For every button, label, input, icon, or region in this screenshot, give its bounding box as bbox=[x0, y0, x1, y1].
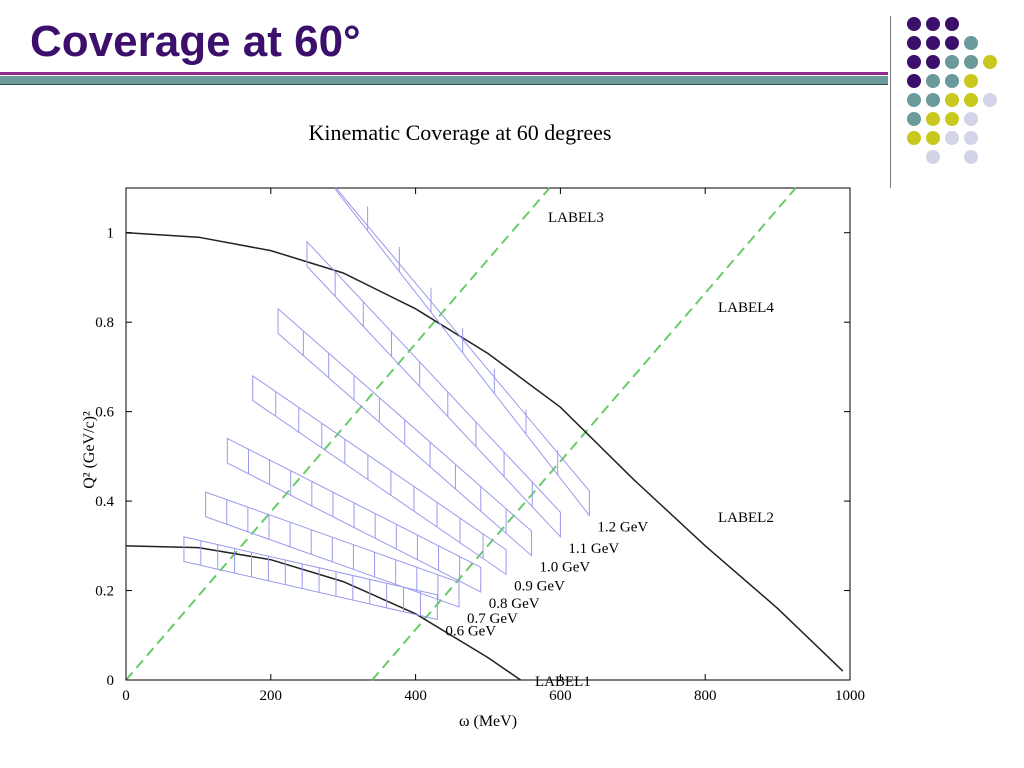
decorative-dot bbox=[926, 93, 940, 107]
decorative-dot bbox=[945, 74, 959, 88]
decorative-dot-grid bbox=[907, 17, 997, 164]
energy-band bbox=[277, 307, 532, 557]
curve-label: LABEL2 bbox=[718, 510, 774, 526]
energy-band-label: 0.8 GeV bbox=[489, 596, 540, 612]
energy-band-label: 1.1 GeV bbox=[568, 541, 619, 557]
decorative-dot bbox=[926, 74, 940, 88]
energy-band bbox=[183, 536, 438, 621]
y-tick-label: 0 bbox=[107, 673, 115, 689]
tick-layer: 0 200 400 600 800 1000 0 0.2 0.4 0.6 0.8 1 bbox=[95, 188, 865, 704]
decorative-dot bbox=[964, 36, 978, 50]
energy-band bbox=[335, 186, 590, 517]
box-layer bbox=[183, 186, 590, 621]
vertical-divider bbox=[890, 16, 891, 188]
decorative-dot bbox=[907, 131, 921, 145]
energy-band-label: 0.7 GeV bbox=[467, 611, 518, 627]
decorative-dot bbox=[983, 55, 997, 69]
x-axis-label: ω (MeV) bbox=[459, 713, 517, 730]
y-tick-label: 1 bbox=[107, 226, 115, 242]
x-tick-label: 400 bbox=[404, 688, 427, 704]
decorative-dot bbox=[926, 112, 940, 126]
title-rule-magenta bbox=[0, 72, 888, 75]
decorative-dot bbox=[907, 93, 921, 107]
decorative-dot bbox=[945, 55, 959, 69]
decorative-dot bbox=[926, 55, 940, 69]
x-tick-label: 1000 bbox=[835, 688, 865, 704]
x-tick-label: 200 bbox=[260, 688, 283, 704]
decorative-dot bbox=[964, 150, 978, 164]
decorative-dot bbox=[907, 74, 921, 88]
title-rule-teal bbox=[0, 76, 888, 85]
curve-label: LABEL4 bbox=[718, 300, 774, 316]
decorative-dot bbox=[945, 36, 959, 50]
slide-title: Coverage at 60° bbox=[30, 17, 361, 66]
curve-label: LABEL3 bbox=[548, 210, 604, 226]
y-tick-label: 0.2 bbox=[95, 584, 114, 600]
energy-band-label: 0.6 GeV bbox=[445, 623, 496, 639]
kinematic-limit-line bbox=[371, 187, 797, 681]
decorative-dot bbox=[964, 74, 978, 88]
x-tick-label: 600 bbox=[549, 688, 572, 704]
y-tick-label: 0.4 bbox=[95, 494, 114, 510]
decorative-dot bbox=[945, 93, 959, 107]
decorative-dot bbox=[926, 150, 940, 164]
decorative-dot bbox=[907, 55, 921, 69]
y-tick-label: 0.8 bbox=[95, 315, 114, 331]
plot-frame bbox=[125, 187, 851, 681]
decorative-dot bbox=[907, 36, 921, 50]
energy-band bbox=[252, 374, 507, 576]
decorative-dot bbox=[945, 112, 959, 126]
decorative-dot bbox=[907, 112, 921, 126]
decorative-dot bbox=[964, 112, 978, 126]
decorative-dot bbox=[945, 131, 959, 145]
energy-band bbox=[306, 240, 561, 539]
coverage-curve bbox=[125, 231, 844, 672]
decorative-dot bbox=[964, 55, 978, 69]
decorative-dot bbox=[926, 17, 940, 31]
energy-band-label: 0.9 GeV bbox=[514, 578, 565, 594]
decorative-dot bbox=[926, 131, 940, 145]
x-tick-label: 800 bbox=[694, 688, 717, 704]
coverage-curve bbox=[125, 545, 522, 681]
curve-layer bbox=[125, 187, 844, 681]
y-tick-label: 0.6 bbox=[95, 405, 114, 421]
x-tick-label: 0 bbox=[122, 688, 130, 704]
decorative-dot bbox=[983, 93, 997, 107]
y-axis-label: Q² (GeV/c)² bbox=[81, 411, 98, 489]
curve-label: LABEL1 bbox=[535, 674, 591, 690]
decorative-dot bbox=[964, 93, 978, 107]
energy-band-label: 1.0 GeV bbox=[539, 560, 590, 576]
decorative-dot bbox=[907, 17, 921, 31]
decorative-dot bbox=[926, 36, 940, 50]
energy-band bbox=[226, 437, 482, 593]
chart-title: Kinematic Coverage at 60 degrees bbox=[309, 120, 612, 145]
energy-band-label: 1.2 GeV bbox=[597, 519, 648, 535]
decorative-dot bbox=[964, 131, 978, 145]
decorative-dot bbox=[945, 17, 959, 31]
